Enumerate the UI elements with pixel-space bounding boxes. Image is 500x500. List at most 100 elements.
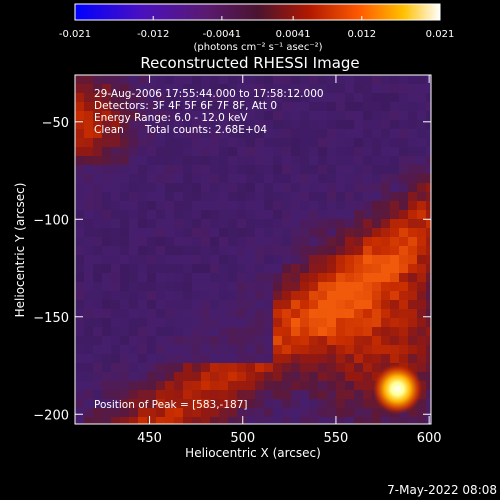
heatmap-cell <box>210 246 219 255</box>
heatmap-cell <box>327 381 336 390</box>
heatmap-cell <box>219 228 228 237</box>
heatmap-cell <box>228 255 237 264</box>
heatmap-cell <box>390 201 399 210</box>
heatmap-cell <box>264 129 273 138</box>
annotation-energy-range: Energy Range: 6.0 - 12.0 keV <box>94 112 248 124</box>
heatmap-cell <box>102 273 111 282</box>
heatmap-cell <box>264 345 273 354</box>
heatmap-cell <box>228 102 237 111</box>
heatmap-cell <box>228 174 237 183</box>
heatmap-cell <box>318 165 327 174</box>
heatmap-cell <box>165 345 174 354</box>
heatmap-cell <box>282 282 291 291</box>
heatmap-cell <box>417 399 426 408</box>
heatmap-cell <box>228 264 237 273</box>
heatmap-cell <box>201 372 210 381</box>
heatmap-cell <box>183 219 192 228</box>
heatmap-cell <box>120 192 129 201</box>
heatmap-cell <box>246 381 255 390</box>
heatmap-cell <box>309 273 318 282</box>
heatmap-cell <box>282 156 291 165</box>
heatmap-cell <box>417 300 426 309</box>
heatmap-cell <box>300 291 309 300</box>
heatmap-cell <box>273 111 282 120</box>
y-tick-label: −100 <box>33 213 69 228</box>
heatmap-cell <box>255 228 264 237</box>
heatmap-cell <box>138 174 147 183</box>
heatmap-cell <box>102 309 111 318</box>
heatmap-cell <box>426 372 431 381</box>
heatmap-cell <box>327 210 336 219</box>
heatmap-cell <box>93 102 102 111</box>
heatmap-cell <box>300 264 309 273</box>
heatmap-cell <box>210 210 219 219</box>
heatmap-cell <box>165 282 174 291</box>
heatmap-cell <box>399 138 408 147</box>
heatmap-cell <box>174 84 183 93</box>
heatmap-cell <box>300 75 309 84</box>
heatmap-cell <box>138 381 147 390</box>
heatmap-cell <box>219 138 228 147</box>
heatmap-cell <box>354 336 363 345</box>
heatmap-cell <box>291 282 300 291</box>
heatmap-cell <box>363 156 372 165</box>
heatmap-cell <box>147 363 156 372</box>
heatmap-cell <box>390 147 399 156</box>
heatmap-cell <box>237 219 246 228</box>
heatmap-cell <box>390 120 399 129</box>
heatmap-cell <box>327 354 336 363</box>
y-tick-label: −50 <box>42 116 69 131</box>
heatmap-cell <box>246 309 255 318</box>
heatmap-cell <box>282 291 291 300</box>
heatmap-cell <box>309 399 318 408</box>
heatmap-cell <box>390 354 399 363</box>
heatmap-cell <box>390 417 399 424</box>
heatmap-cell <box>246 390 255 399</box>
heatmap-cell <box>156 381 165 390</box>
heatmap-cell <box>318 75 327 84</box>
heatmap-cell <box>228 417 237 424</box>
heatmap-cell <box>399 93 408 102</box>
heatmap-cell <box>318 84 327 93</box>
heatmap-cell <box>102 174 111 183</box>
heatmap-cell <box>84 408 93 417</box>
heatmap-cell <box>75 192 84 201</box>
heatmap-cell <box>129 174 138 183</box>
heatmap-cell <box>363 255 372 264</box>
heatmap-cell <box>165 174 174 183</box>
heatmap-cell <box>120 138 129 147</box>
heatmap-cell <box>381 336 390 345</box>
heatmap-cell <box>264 120 273 129</box>
heatmap-cell <box>363 192 372 201</box>
heatmap-cell <box>390 291 399 300</box>
heatmap-cell <box>291 399 300 408</box>
heatmap-cell <box>228 246 237 255</box>
heatmap-cell <box>354 309 363 318</box>
heatmap-cell <box>102 246 111 255</box>
heatmap-cell <box>201 192 210 201</box>
heatmap-cell <box>282 174 291 183</box>
heatmap-cell <box>282 408 291 417</box>
heatmap-cell <box>192 228 201 237</box>
heatmap-cell <box>228 390 237 399</box>
heatmap-cell <box>372 111 381 120</box>
heatmap-cell <box>390 273 399 282</box>
heatmap-cell <box>372 408 381 417</box>
heatmap-cell <box>174 291 183 300</box>
heatmap-cell <box>93 282 102 291</box>
heatmap-cell <box>381 417 390 424</box>
heatmap-cell <box>300 93 309 102</box>
heatmap-cell <box>75 399 84 408</box>
heatmap-cell <box>399 75 408 84</box>
heatmap-cell <box>282 147 291 156</box>
heatmap-cell <box>273 291 282 300</box>
heatmap-cell <box>156 219 165 228</box>
heatmap-cell <box>183 201 192 210</box>
heatmap-cell <box>291 111 300 120</box>
heatmap-cell <box>336 327 345 336</box>
heatmap-cell <box>138 237 147 246</box>
heatmap-cell <box>93 345 102 354</box>
heatmap-cell <box>156 129 165 138</box>
heatmap-cell <box>219 75 228 84</box>
heatmap-cell <box>273 390 282 399</box>
